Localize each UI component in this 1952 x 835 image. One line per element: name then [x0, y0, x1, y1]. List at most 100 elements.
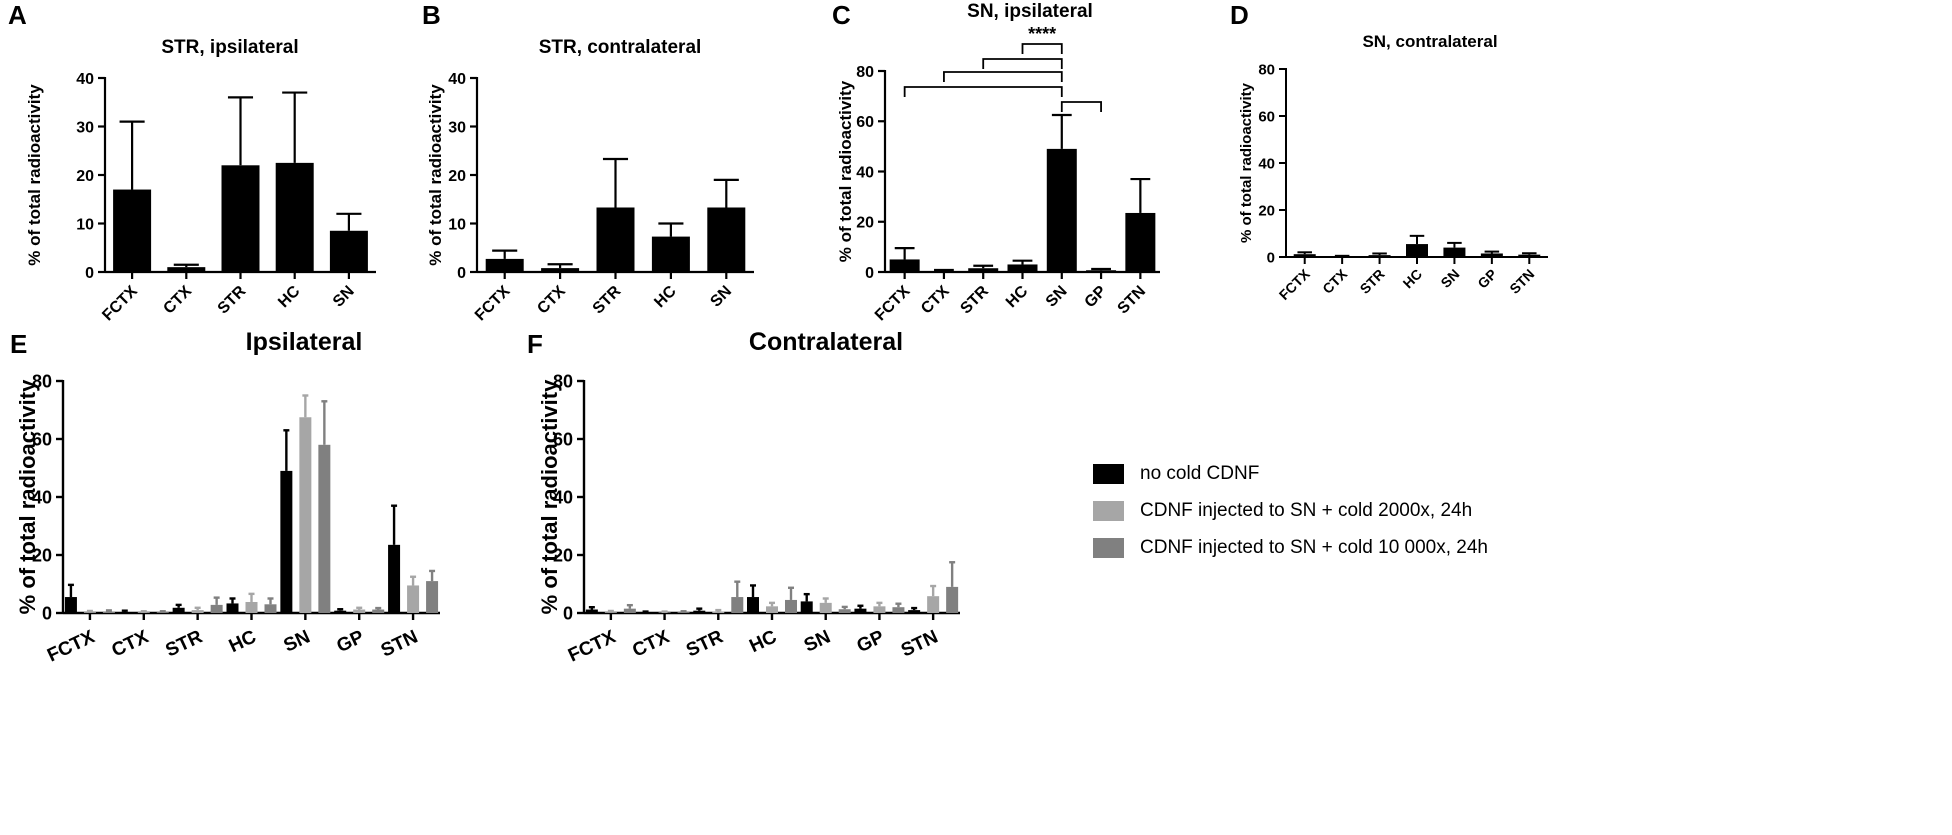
bar — [388, 544, 401, 613]
bar — [928, 271, 959, 272]
y-tick-label: 20 — [32, 545, 52, 565]
significance-bracket — [903, 86, 1063, 97]
y-tick-label: 0 — [1267, 249, 1275, 266]
y-tick-label: 0 — [457, 265, 466, 282]
legend-label: no cold CDNF — [1140, 462, 1260, 484]
chart-panel-c: C SN, ipsilateral % of total radioactivity… — [832, 0, 1160, 324]
bar — [221, 165, 260, 272]
x-tick-label: STR — [1357, 266, 1388, 297]
bar — [156, 612, 169, 613]
x-tick-label: FCTX — [99, 283, 141, 325]
panel-letter: C — [832, 0, 851, 30]
y-tick-label: 10 — [448, 216, 466, 233]
bar — [102, 611, 115, 613]
chart-panel-a: A STR, ipsilateral % of total radioactivit… — [8, 0, 376, 324]
x-tick-label: HC — [1399, 266, 1425, 292]
x-tick-label: CTX — [918, 283, 953, 318]
y-tick-label: 40 — [856, 164, 874, 181]
x-tick-label: GP — [854, 626, 888, 657]
x-tick-label: CTX — [1319, 265, 1351, 297]
bar — [172, 607, 185, 613]
legend-label: CDNF injected to SN + cold 10 000x, 24h — [1140, 536, 1488, 558]
y-tick-label: 0 — [563, 603, 573, 623]
bar — [800, 601, 813, 613]
y-axis-label: % of total radioactivity — [25, 84, 44, 266]
x-tick-label: STR — [590, 282, 625, 317]
bar — [819, 602, 832, 613]
significance-bracket — [943, 71, 1063, 82]
bar — [1406, 244, 1428, 257]
bar — [785, 599, 797, 613]
panel-letter: B — [422, 0, 441, 30]
bar — [210, 604, 223, 613]
x-tick-label: FCTX — [44, 626, 98, 666]
x-tick-label: HC — [746, 626, 780, 657]
legend-swatch — [1093, 537, 1124, 558]
bar — [604, 612, 617, 613]
y-axis-label: % of total radioactivity — [426, 84, 445, 266]
x-tick-label: SN — [1437, 266, 1462, 291]
bar — [372, 609, 385, 613]
bar — [1518, 254, 1541, 257]
x-tick-label: HC — [651, 282, 680, 311]
chart-title: SN, contralateral — [1362, 32, 1497, 51]
y-tick-label: 20 — [76, 168, 94, 185]
bar — [712, 611, 725, 613]
x-tick-label: STR — [162, 626, 206, 661]
bar — [1125, 212, 1156, 272]
x-tick-label: GP — [334, 626, 368, 657]
x-tick-label: SN — [1043, 283, 1071, 311]
bar — [275, 162, 314, 272]
x-tick-label: SN — [707, 283, 735, 311]
y-axis-label: % of total radioactivity — [1238, 82, 1255, 243]
bar — [707, 207, 746, 272]
bar — [64, 597, 77, 613]
y-tick-label: 80 — [856, 64, 874, 81]
bar — [407, 585, 420, 613]
panel-letter: E — [10, 329, 27, 359]
bar — [1293, 254, 1316, 257]
bar — [541, 268, 580, 272]
bar — [1443, 247, 1466, 257]
y-tick-label: 80 — [32, 371, 52, 391]
significance-bracket — [1060, 101, 1102, 112]
legend-item-cold-2000x: CDNF injected to SN + cold 2000x, 24h — [1093, 492, 1488, 529]
x-tick-label: STN — [898, 626, 941, 661]
x-tick-label: STN — [1115, 283, 1150, 318]
x-tick-label: FCTX — [872, 283, 914, 325]
bar — [596, 207, 635, 272]
x-tick-label: FCTX — [472, 283, 514, 325]
x-tick-label: STR — [957, 282, 992, 317]
panel-letter: D — [1230, 0, 1249, 30]
y-tick-label: 10 — [76, 216, 94, 233]
bar — [623, 608, 636, 613]
bar — [426, 581, 439, 613]
y-tick-label: 30 — [76, 119, 94, 136]
bar — [137, 612, 150, 613]
bar — [747, 597, 759, 613]
bar — [946, 586, 959, 613]
bar — [1368, 255, 1391, 257]
chart-title: STR, ipsilateral — [161, 37, 298, 58]
x-tick-label: CTX — [160, 283, 195, 318]
x-tick-label: GP — [1474, 266, 1500, 292]
y-tick-label: 60 — [32, 429, 52, 449]
y-tick-label: 60 — [553, 429, 573, 449]
y-tick-label: 20 — [553, 545, 573, 565]
bar — [1480, 253, 1503, 257]
chart-panel-e: E Ipsilateral % of total radioactivity 0 20 4… — [10, 328, 440, 666]
y-tick-label: 20 — [1258, 202, 1275, 219]
x-tick-label: FCTX — [1276, 265, 1314, 303]
y-tick-label: 40 — [32, 487, 52, 507]
bar — [353, 609, 366, 613]
legend-label: CDNF injected to SN + cold 2000x, 24h — [1140, 499, 1473, 521]
x-tick-label: STR — [215, 282, 250, 317]
bar — [334, 610, 347, 613]
bar — [892, 607, 905, 613]
chart-panel-f: F Contralateral % of total radioactivity 0 2… — [527, 328, 960, 666]
x-tick-label: SN — [330, 283, 358, 311]
bar — [731, 597, 744, 613]
bar — [585, 609, 598, 613]
x-tick-label: CTX — [109, 626, 153, 661]
